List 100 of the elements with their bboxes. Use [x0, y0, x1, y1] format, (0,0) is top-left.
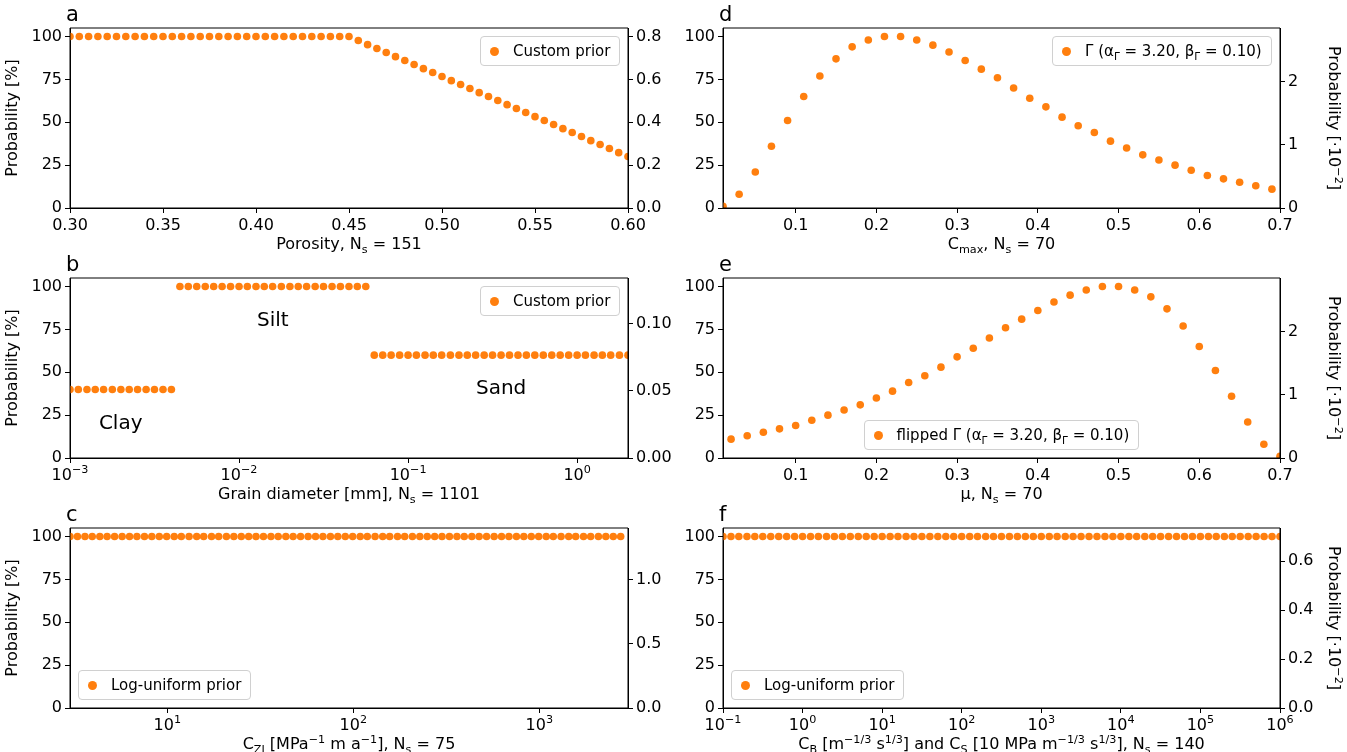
- y-tick-label: 75: [41, 68, 62, 88]
- y-axis-title: Probability [%]: [2, 559, 22, 677]
- annotation: Silt: [257, 306, 289, 331]
- y-tick-label: 50: [694, 361, 715, 381]
- point: [1195, 342, 1204, 351]
- y2-tick-label: 2: [1288, 70, 1299, 90]
- point: [1042, 103, 1050, 111]
- y-tick-label: 0: [704, 197, 715, 217]
- legend-label: Log-uniform prior: [111, 675, 242, 695]
- point: [937, 363, 945, 371]
- y-tick-label: 100: [31, 525, 62, 545]
- y-tick-label: 75: [694, 68, 715, 88]
- y2-tick-label: 0: [1288, 197, 1299, 217]
- y2-tick-label: 0.8: [636, 25, 662, 45]
- point: [1066, 291, 1074, 299]
- point: [888, 387, 897, 395]
- y-tick-label: 50: [41, 111, 62, 131]
- point: [783, 116, 792, 125]
- point: [1187, 166, 1195, 175]
- point: [759, 428, 768, 437]
- x-tick-label: 0.45: [331, 215, 367, 234]
- point: [1009, 84, 1018, 92]
- x-tick-label: 0.30: [52, 215, 88, 234]
- point: [1243, 418, 1252, 426]
- point: [824, 411, 832, 419]
- y2-tick-label: 0.4: [636, 111, 662, 131]
- x-axis-title: μ, N$_{s}$ = 70: [960, 484, 1043, 507]
- legend-label: Custom prior: [513, 41, 611, 61]
- x-axis-title: Grain diameter [mm], N$_{s}$ = 1101: [217, 484, 481, 507]
- y-tick-label: 0: [51, 697, 62, 717]
- chart-title: a: [66, 2, 79, 26]
- y-tick-label: 25: [694, 654, 715, 674]
- point: [848, 43, 856, 51]
- point: [1130, 286, 1139, 294]
- y-tick-label: 100: [31, 275, 62, 295]
- legend-label: Custom prior: [513, 291, 611, 311]
- y2-tick-label: 0.4: [1288, 599, 1314, 619]
- x-tick-label: 0.7: [1267, 215, 1293, 234]
- y-tick-label: 50: [694, 611, 715, 631]
- y-tick-label: 25: [694, 404, 715, 424]
- y-tick-label: 25: [41, 654, 62, 674]
- point: [767, 142, 776, 151]
- point: [872, 394, 881, 402]
- y-tick-label: 50: [41, 611, 62, 631]
- y-tick-label: 50: [694, 111, 715, 131]
- point: [1203, 171, 1212, 180]
- y2-tick-label: 1.0: [636, 568, 662, 588]
- y-tick-label: 100: [684, 25, 715, 45]
- x-tick-label: 0.3: [944, 215, 970, 234]
- point: [1098, 282, 1107, 291]
- y-tick-label: 50: [41, 361, 62, 381]
- legend-label: Log-uniform prior: [764, 675, 895, 695]
- point: [775, 425, 784, 433]
- point: [896, 32, 905, 41]
- point: [856, 401, 865, 409]
- y-tick-label: 100: [684, 275, 715, 295]
- chart-title: e: [719, 252, 732, 276]
- point: [1179, 322, 1187, 330]
- x-tick-label: 0.50: [424, 215, 460, 234]
- point: [912, 36, 921, 44]
- x-tick-label: 0.4: [1025, 465, 1051, 484]
- y-tick-label: 100: [684, 525, 715, 545]
- y-tick-label: 75: [41, 568, 62, 588]
- y2-tick-label: 0.00: [636, 447, 672, 467]
- y2-tick-label: 0.2: [1288, 648, 1314, 668]
- y2-tick-label: 0.0: [636, 197, 662, 217]
- y-tick-label: 100: [31, 25, 62, 45]
- point: [816, 72, 824, 80]
- point: [993, 73, 1002, 82]
- y-tick-label: 75: [694, 318, 715, 338]
- point: [1082, 286, 1091, 294]
- x-tick-label: 0.40: [238, 215, 274, 234]
- annotation: Sand: [475, 375, 527, 400]
- point: [727, 435, 735, 443]
- x-tick-label: 0.5: [1105, 215, 1132, 234]
- point: [1001, 323, 1010, 332]
- x-tick-label: 0.2: [863, 465, 890, 484]
- point: [791, 421, 800, 430]
- y2-tick-label: 0.2: [636, 154, 662, 174]
- point: [945, 48, 953, 56]
- point: [985, 334, 994, 342]
- x-tick-label: 0.6: [1186, 215, 1213, 234]
- y2-tick-label: 1: [1288, 384, 1299, 403]
- y-tick-label: 0: [704, 697, 715, 717]
- point: [808, 416, 816, 425]
- point: [799, 92, 808, 101]
- point: [743, 431, 752, 440]
- point: [832, 55, 840, 63]
- point: [1147, 293, 1155, 301]
- x-tick-label: 0.55: [517, 215, 553, 234]
- chart-title: c: [66, 502, 78, 526]
- y2-tick-label: 0: [1288, 447, 1299, 467]
- point: [977, 65, 986, 73]
- x-axis-title: C$_{max}$, N$_{s}$ = 70: [947, 234, 1056, 257]
- point: [1050, 298, 1058, 306]
- point: [1251, 181, 1260, 190]
- y-tick-label: 25: [41, 404, 62, 424]
- y-tick-label: 75: [694, 568, 715, 588]
- point: [1211, 366, 1220, 375]
- point: [1017, 315, 1026, 323]
